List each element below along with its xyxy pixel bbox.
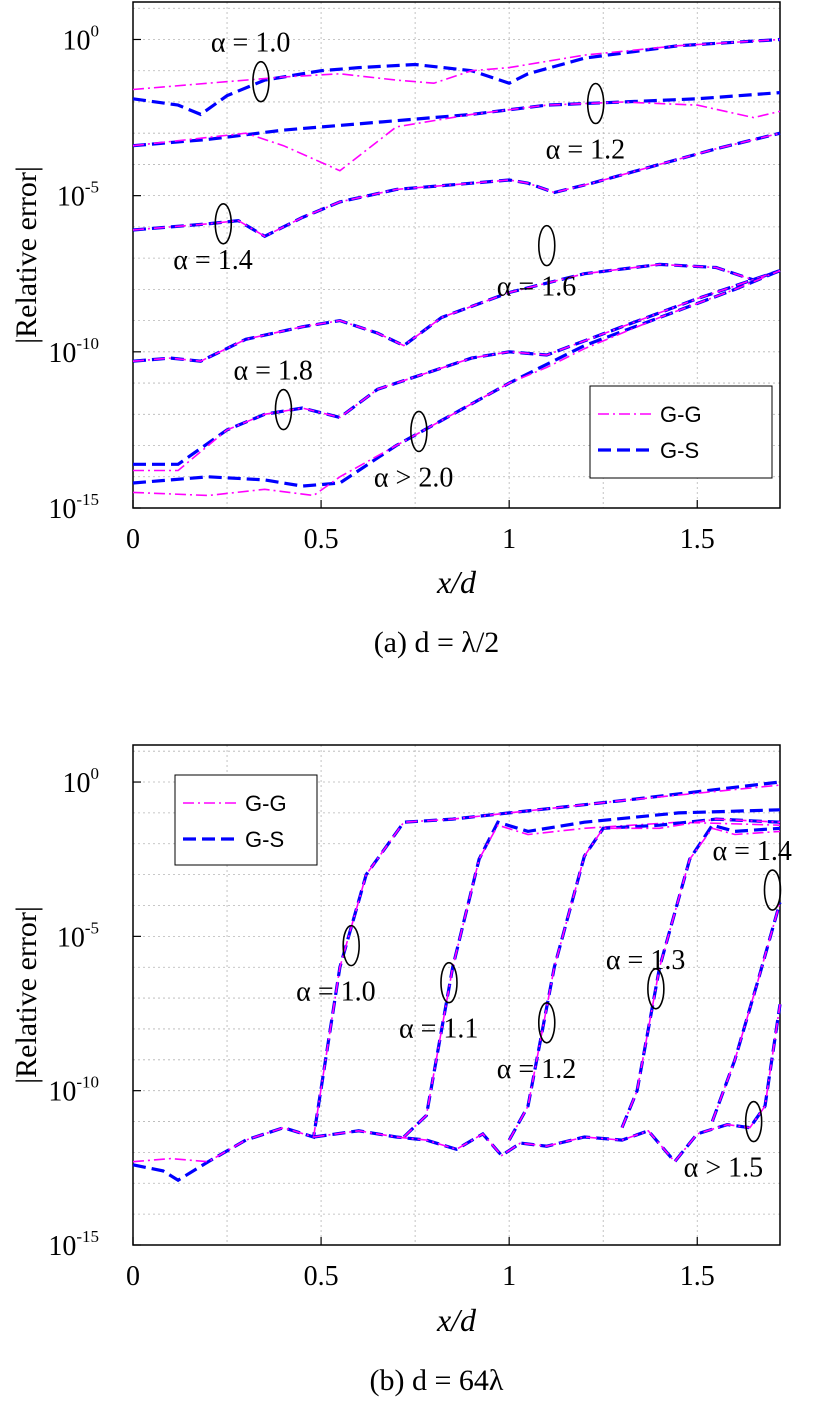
series-gs-3: [507, 817, 781, 1141]
x-tick-label: 0.5: [304, 1261, 339, 1292]
y-tick-exponent: -15: [76, 490, 99, 509]
annotation-ellipse: [214, 202, 233, 245]
x-tick-label: 1: [502, 524, 516, 555]
y-tick-exponent: 0: [91, 21, 100, 40]
series-gg-3: [508, 818, 781, 1141]
x-tick-label: 0: [126, 1261, 140, 1292]
annotation-ellipse: [252, 60, 270, 103]
y-tick-base: 10: [48, 1231, 76, 1262]
series-gg-3: [132, 132, 781, 238]
annotation-ellipse: [274, 388, 293, 431]
y-tick-exponent: -10: [76, 1073, 99, 1092]
legend-label-g-g: G-G: [245, 791, 287, 816]
series-gg-2: [132, 101, 781, 172]
x-tick-label: 1.5: [680, 1261, 715, 1292]
series-gg-4: [621, 827, 781, 1129]
annotation-label: α = 1.2: [546, 135, 625, 166]
annotation-ellipse: [537, 224, 556, 267]
series-gs-2: [132, 91, 781, 148]
series-gg-5: [711, 902, 781, 1122]
legend-label-g-s: G-S: [660, 438, 699, 463]
x-tick-label: 0.5: [304, 524, 339, 555]
annotation-label: α = 1.0: [296, 977, 375, 1008]
y-tick-label: 100: [63, 21, 100, 56]
y-tick-base: 10: [63, 768, 91, 799]
x-tick-label: 0: [126, 524, 140, 555]
annotation-label: α = 1.4: [173, 245, 252, 276]
annotation-label: α = 1.2: [497, 1054, 576, 1085]
series-gg-5: [133, 269, 781, 472]
legend: G-G G-S: [174, 774, 318, 866]
annotation-label: α = 1.3: [606, 945, 685, 976]
annotation-label: α > 1.5: [684, 1153, 763, 1184]
series-gg-6: [132, 269, 781, 497]
y-tick-label: 10-5: [57, 918, 99, 953]
legend-label-g-g: G-G: [660, 402, 702, 427]
annotation-ellipse: [586, 82, 605, 125]
y-tick-exponent: 0: [91, 764, 100, 783]
legend-label-g-s: G-S: [245, 827, 284, 852]
y-tick-base: 10: [48, 338, 76, 369]
series-gg-1: [132, 38, 781, 91]
legend-box: [174, 774, 318, 866]
annotation-ellipse: [763, 869, 782, 911]
plot-frame: [132, 744, 781, 1246]
y-tick-label: 10-10: [48, 1073, 99, 1108]
annotation-label: α = 1.6: [497, 272, 576, 303]
series-gs-1: [132, 37, 781, 117]
annotation-ellipse: [342, 924, 360, 967]
subfigure-caption: (b) d = 64λ: [370, 1364, 504, 1397]
legend: G-G G-S: [589, 385, 773, 479]
subfigure-caption: (a) d = λ/2: [374, 626, 500, 659]
x-axis-label: x/d: [436, 1302, 477, 1338]
y-tick-base: 10: [57, 182, 85, 213]
annotation-ellipse: [440, 961, 458, 1004]
y-tick-base: 10: [63, 25, 91, 56]
annotation-label: α = 1.0: [211, 28, 290, 59]
y-tick-base: 10: [48, 494, 76, 525]
annotation-ellipse: [537, 1001, 556, 1044]
series-gg-2: [403, 821, 781, 1138]
annotation-label: α = 1.8: [233, 356, 312, 387]
series-gg-6: [313, 1004, 781, 1163]
plot-frame: [132, 1, 781, 509]
annotation-label: α = 1.4: [712, 836, 791, 867]
y-tick-exponent: -15: [76, 1227, 99, 1246]
annotation-ellipse: [410, 410, 428, 453]
series-gs-4: [620, 823, 781, 1129]
annotation-ellipse: [647, 968, 665, 1010]
y-tick-exponent: -5: [85, 178, 99, 197]
series-gs-2: [402, 808, 781, 1139]
y-tick-label: 100: [63, 764, 100, 799]
x-axis-label: x/d: [436, 564, 477, 600]
annotation-label: α > 2.0: [374, 462, 453, 493]
grid: [133, 745, 780, 1245]
y-tick-label: 10-15: [48, 1227, 99, 1262]
series-gs-5: [710, 901, 782, 1123]
series-gg-1: [132, 784, 781, 1163]
y-tick-exponent: -10: [76, 334, 99, 353]
x-tick-label: 1.5: [680, 524, 715, 555]
legend-box: [589, 385, 773, 479]
y-axis-label: |Relative error|: [10, 166, 43, 344]
series-gg-4: [132, 263, 781, 363]
y-tick-base: 10: [57, 922, 85, 953]
y-tick-label: 10-5: [57, 178, 99, 213]
x-tick-label: 1: [502, 1261, 516, 1292]
annotation-ellipse: [744, 1100, 763, 1143]
y-tick-base: 10: [48, 1077, 76, 1108]
series-gs-6: [313, 1004, 782, 1165]
y-axis-label: |Relative error|: [10, 906, 43, 1084]
annotation-label: α = 1.1: [399, 1014, 478, 1045]
y-tick-label: 10-10: [48, 334, 99, 369]
y-tick-label: 10-15: [48, 490, 99, 525]
y-tick-exponent: -5: [85, 918, 99, 937]
